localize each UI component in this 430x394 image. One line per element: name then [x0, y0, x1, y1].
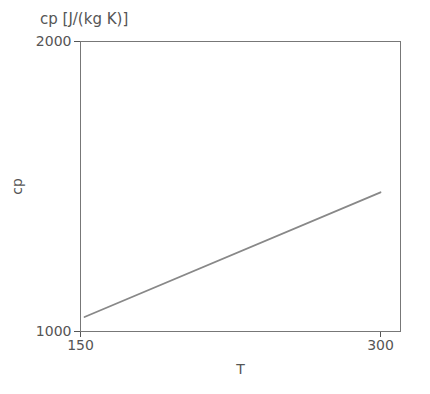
svg-text:T: T [235, 361, 245, 377]
html-text:cp [J/(kg K)]: cp [J/(kg K)] [40, 10, 129, 28]
svg-text:2000: 2000 [36, 33, 72, 49]
svg-text:cp: cp [9, 178, 25, 195]
svg-text:150: 150 [67, 337, 94, 353]
svg-text:1000: 1000 [35, 323, 72, 339]
svg-text:300: 300 [367, 337, 394, 353]
